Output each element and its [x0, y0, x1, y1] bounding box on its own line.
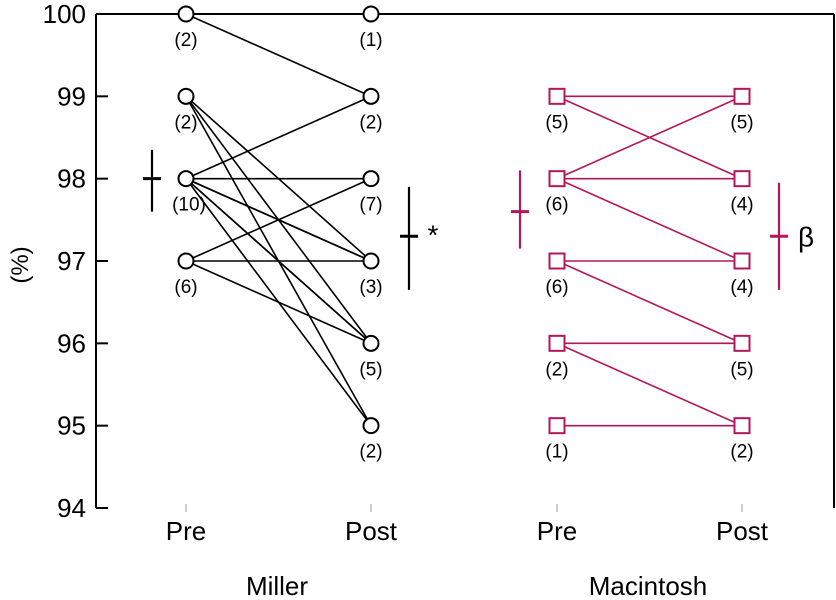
data-point: [177, 5, 195, 23]
count-label: (5): [730, 112, 753, 133]
x-category-label: Post: [345, 516, 398, 546]
data-point: [548, 170, 566, 188]
x-category-label: Post: [716, 516, 769, 546]
pair-line: [185, 177, 372, 262]
y-tick-label: 94: [57, 493, 86, 523]
data-point: [362, 87, 380, 105]
data-point: [362, 417, 380, 435]
count-label: (2): [174, 30, 197, 51]
y-tick-label: 99: [57, 81, 86, 111]
count-label: (4): [730, 195, 753, 216]
data-point: [362, 170, 380, 188]
count-label: (4): [730, 277, 753, 298]
group-miller: (2) (2) (10) (6) (1) (2) (7) (3) (5) (2) * Pre Post M…: [143, 5, 439, 600]
y-tick-label: 96: [57, 328, 86, 358]
data-point: [733, 417, 751, 435]
data-point: [177, 252, 195, 270]
data-point: [548, 417, 566, 435]
count-label: (2): [359, 442, 382, 463]
data-point: [733, 87, 751, 105]
count-label: (6): [174, 277, 197, 298]
y-tick-label: 98: [57, 164, 86, 194]
data-point: [733, 334, 751, 352]
data-point: [733, 170, 751, 188]
y-tick-label: 97: [57, 246, 86, 276]
data-point: [177, 87, 195, 105]
pair-line: [556, 342, 743, 427]
x-category-label: Pre: [166, 516, 206, 546]
count-label: (1): [359, 30, 382, 51]
significance-marker: β: [798, 221, 814, 252]
data-point: [548, 334, 566, 352]
pair-line: [556, 95, 743, 180]
axes: 100 99 98 97 96 95 94: [43, 0, 835, 523]
count-label: (3): [359, 277, 382, 298]
count-label: (2): [545, 359, 568, 380]
significance-marker: *: [428, 219, 439, 250]
chart-groups: (2) (2) (10) (6) (1) (2) (7) (3) (5) (2) * Pre Post M…: [143, 5, 814, 600]
data-point: [362, 334, 380, 352]
y-axis-label: (%): [7, 246, 34, 283]
count-label: (6): [545, 195, 568, 216]
pair-line: [185, 13, 372, 98]
count-label: (10): [172, 195, 206, 216]
data-point: [362, 252, 380, 270]
count-label: (5): [545, 112, 568, 133]
count-label: (2): [174, 112, 197, 133]
pair-line: [185, 95, 372, 180]
count-label: (1): [545, 442, 568, 463]
pair-line: [556, 177, 743, 262]
count-label: (2): [359, 112, 382, 133]
group-label: Miller: [246, 571, 308, 600]
y-tick-label: 95: [57, 411, 86, 441]
count-label: (6): [545, 277, 568, 298]
data-point: [177, 170, 195, 188]
x-category-label: Pre: [537, 516, 577, 546]
data-point: [548, 252, 566, 270]
count-label: (2): [730, 442, 753, 463]
y-tick-label: 100: [43, 0, 86, 29]
group-macintosh: (5) (6) (6) (2) (1) (5) (4) (4) (5) (2) β Pre Post Ma…: [511, 87, 814, 600]
pair-line: [185, 260, 372, 345]
count-label: (5): [730, 359, 753, 380]
data-point: [733, 252, 751, 270]
data-point: [548, 87, 566, 105]
count-label: (7): [359, 195, 382, 216]
count-label: (5): [359, 359, 382, 380]
group-label: Macintosh: [589, 571, 708, 600]
data-point: [362, 5, 380, 23]
pair-line: [556, 260, 743, 345]
